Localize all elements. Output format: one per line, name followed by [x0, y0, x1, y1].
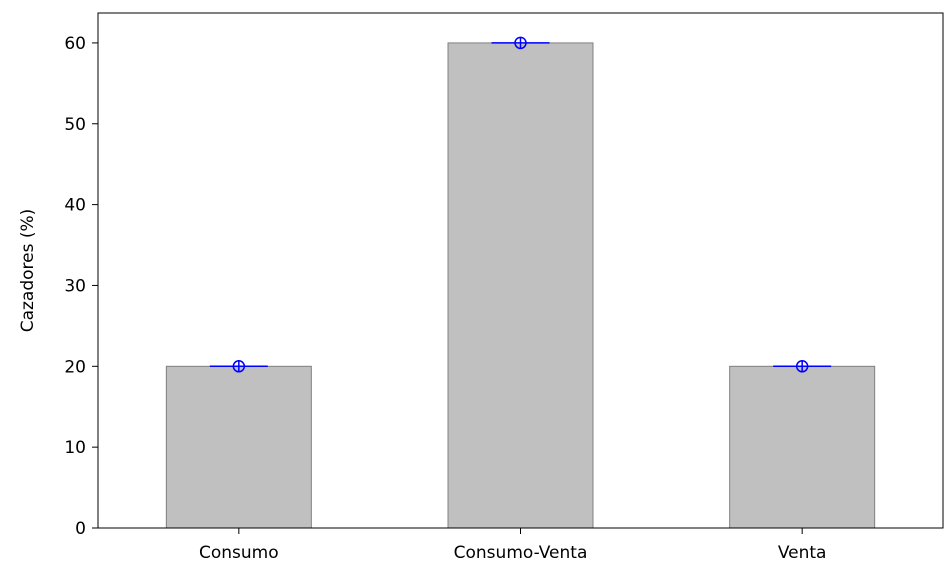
y-tick-label: 50: [64, 115, 86, 135]
y-tick-label: 30: [64, 276, 86, 296]
error-marker: [491, 36, 550, 50]
y-axis: 0 10 20 30 40 50 60: [64, 34, 98, 539]
markers-group: [209, 36, 832, 373]
y-axis-title: Cazadores (%): [18, 209, 38, 333]
x-tick-label: Consumo-Venta: [454, 543, 588, 563]
y-tick-label: 10: [64, 438, 86, 458]
y-tick-label: 0: [75, 519, 86, 539]
y-tick-label: 20: [64, 357, 86, 377]
error-marker: [209, 360, 268, 373]
bar-venta: [729, 365, 876, 529]
x-tick-label: Consumo: [199, 543, 279, 563]
bar-consumo-venta: [447, 42, 594, 529]
x-axis: Consumo Consumo-Venta Venta: [199, 528, 826, 563]
y-tick-label: 40: [64, 196, 86, 216]
plot-frame: [97, 12, 944, 529]
y-tick-label: 60: [64, 34, 86, 54]
bar-consumo: [165, 365, 312, 529]
error-marker: [773, 360, 832, 373]
x-tick-label: Venta: [778, 543, 827, 563]
bars-group: [165, 42, 876, 529]
